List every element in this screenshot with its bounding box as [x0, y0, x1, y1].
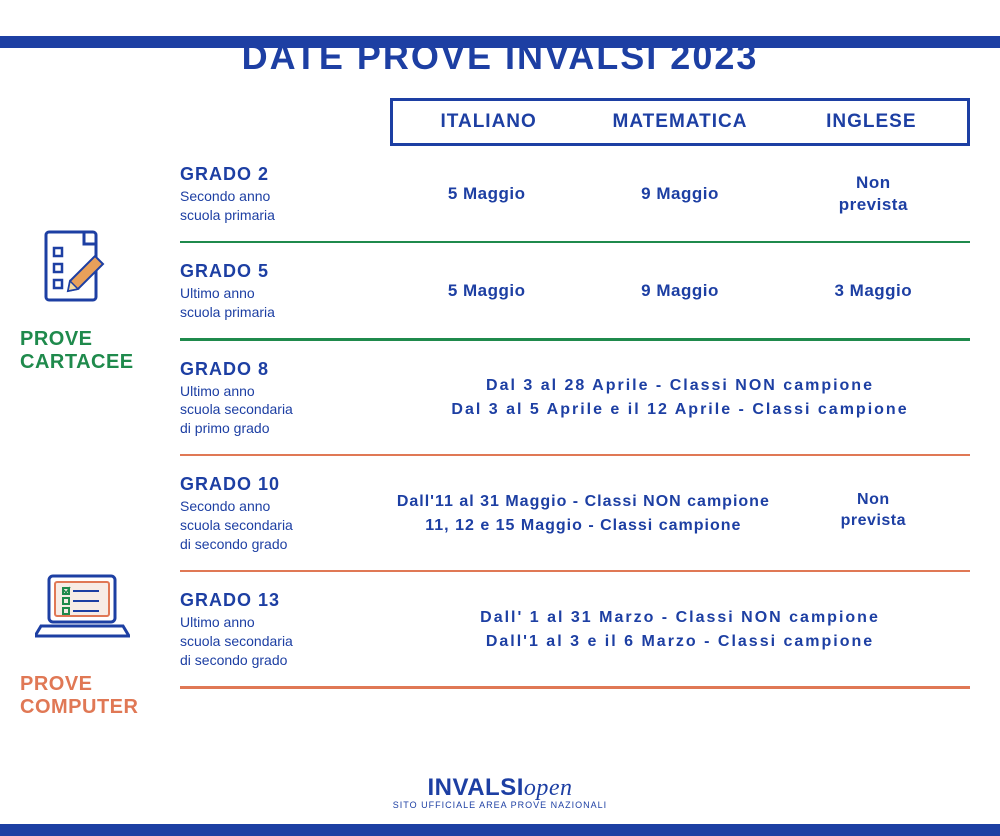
grade8-title: GRADO 8 — [180, 359, 390, 380]
grade5-inglese: 3 Maggio — [777, 280, 970, 302]
grade10-sub: Secondo annoscuola secondariadi secondo … — [180, 497, 390, 554]
grade13-sub: Ultimo annoscuola secondariadi secondo g… — [180, 613, 390, 670]
grade8-sub: Ultimo annoscuola secondariadi primo gra… — [180, 382, 390, 439]
col-italiano: ITALIANO — [393, 111, 584, 133]
footer-logo: INVALSIopen SITO UFFICIALE AREA PROVE NA… — [0, 774, 1000, 810]
laptop-icon — [35, 570, 130, 650]
grade10-line2: 11, 12 e 15 Maggio - Classi campione — [425, 517, 741, 535]
subject-header-box: ITALIANO MATEMATICA INGLESE — [390, 98, 970, 146]
top-border-bar — [0, 36, 1000, 48]
grade5-italiano: 5 Maggio — [390, 280, 583, 302]
grade5-matematica: 9 Maggio — [583, 280, 776, 302]
section-computer-line1: PROVE — [20, 673, 93, 695]
paper-pencil-icon — [40, 226, 115, 316]
grade2-italiano: 5 Maggio — [390, 183, 583, 205]
grade8-line1: Dal 3 al 28 Aprile - Classi NON campione — [486, 377, 874, 395]
grade8-line2: Dal 3 al 5 Aprile e il 12 Aprile - Class… — [451, 401, 908, 419]
grade13-line1: Dall' 1 al 31 Marzo - Classi NON campion… — [480, 609, 880, 627]
col-inglese: INGLESE — [776, 111, 967, 133]
row-grado-13: GRADO 13 Ultimo annoscuola secondariadi … — [30, 572, 970, 686]
grade5-title: GRADO 5 — [180, 261, 390, 282]
section-cartacee-label: PROVE CARTACEE — [20, 328, 134, 374]
section-cartacee-line2: CARTACEE — [20, 351, 134, 373]
section-computer-line2: COMPUTER — [20, 696, 138, 718]
grade5-sub: Ultimo annoscuola primaria — [180, 284, 390, 322]
row-grado-8: GRADO 8 Ultimo annoscuola secondariadi p… — [30, 341, 970, 455]
footer-brand-suffix: open — [524, 775, 573, 801]
grade2-inglese: Nonprevista — [777, 172, 970, 216]
grade2-matematica: 9 Maggio — [583, 183, 776, 205]
grade10-line1: Dall'11 al 31 Maggio - Classi NON campio… — [397, 493, 770, 511]
section-computer-label: PROVE COMPUTER — [20, 673, 138, 719]
footer-brand: INVALSI — [427, 774, 523, 801]
grade13-line2: Dall'1 al 3 e il 6 Marzo - Classi campio… — [486, 633, 874, 651]
bottom-border-bar — [0, 824, 1000, 836]
footer-tagline: SITO UFFICIALE AREA PROVE NAZIONALI — [0, 800, 1000, 810]
row-grado-5: GRADO 5 Ultimo annoscuola primaria 5 Mag… — [30, 243, 970, 338]
table-content: PROVE CARTACEE PROVE COMPUTER ITALIANO M… — [30, 98, 970, 689]
section-cartacee-line1: PROVE — [20, 328, 93, 350]
subject-header-row: ITALIANO MATEMATICA INGLESE — [30, 98, 970, 146]
grade2-sub: Secondo annoscuola primaria — [180, 187, 390, 225]
grade10-inglese: Nonprevista — [777, 490, 970, 538]
divider-5 — [180, 686, 970, 689]
row-grado-2: GRADO 2 Secondo annoscuola primaria 5 Ma… — [30, 146, 970, 241]
row-grado-10: GRADO 10 Secondo annoscuola secondariadi… — [30, 456, 970, 570]
grade13-title: GRADO 13 — [180, 590, 390, 611]
col-matematica: MATEMATICA — [584, 111, 775, 133]
grade10-title: GRADO 10 — [180, 474, 390, 495]
grade2-title: GRADO 2 — [180, 164, 390, 185]
